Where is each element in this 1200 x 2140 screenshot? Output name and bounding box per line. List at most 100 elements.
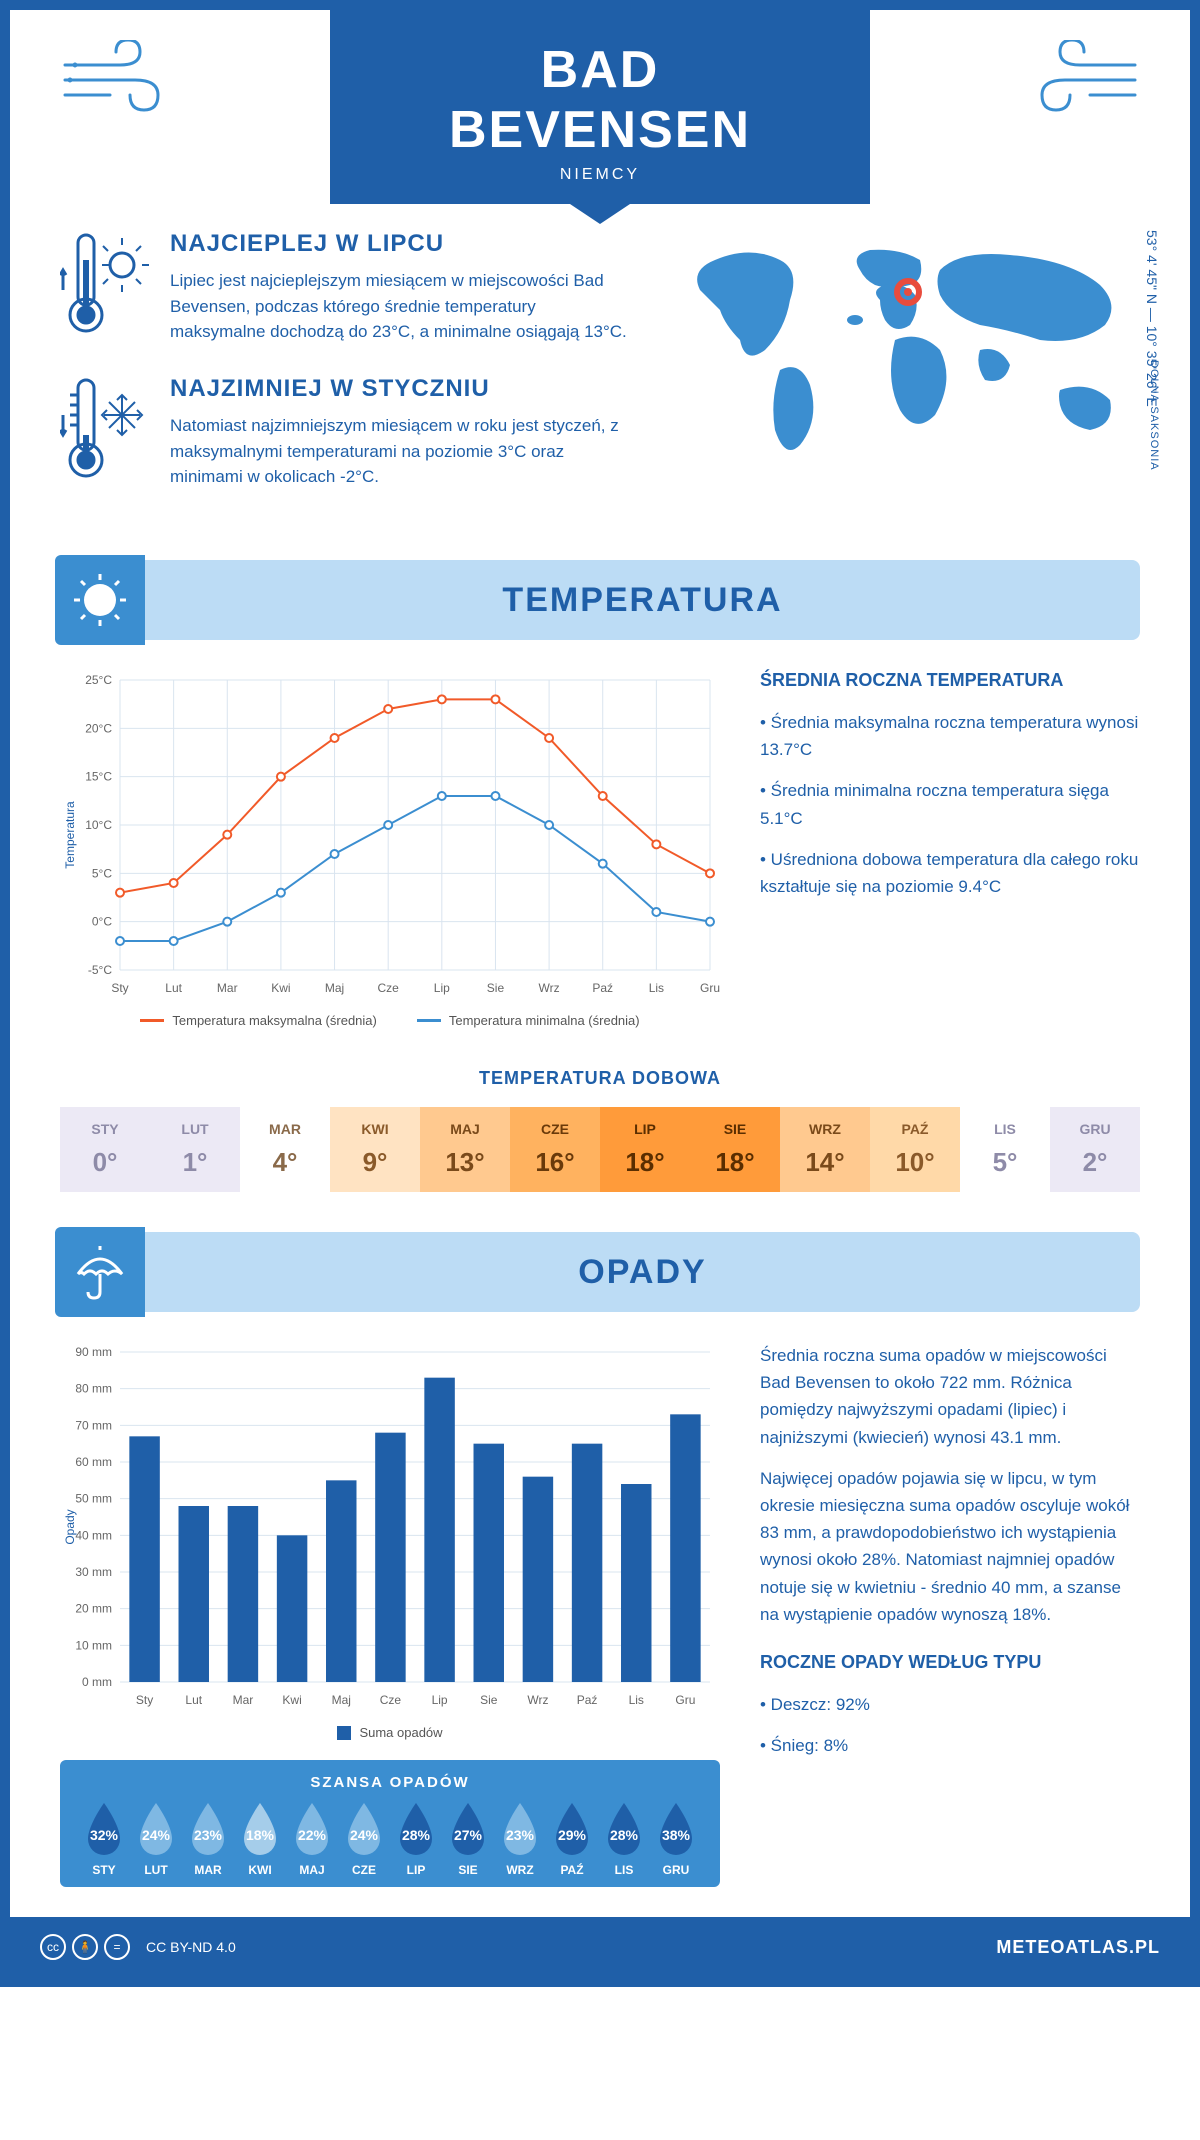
temp-legend: Temperatura maksymalna (średnia) Tempera… [60,1013,720,1028]
svg-text:Temperatura: Temperatura [63,801,77,869]
country-name: NIEMCY [410,166,790,184]
legend-min: Temperatura minimalna (średnia) [417,1013,640,1028]
svg-text:5°C: 5°C [92,866,112,880]
daily-cell: SIE18° [690,1107,780,1192]
temperature-side: ŚREDNIA ROCZNA TEMPERATURA • Średnia mak… [760,670,1140,1028]
rain-drop: 24%CZE [338,1801,390,1877]
svg-text:Gru: Gru [700,981,720,995]
svg-text:Kwi: Kwi [282,1693,301,1707]
region-label: DOLNA SAKSONIA [1148,360,1160,471]
svg-text:80 mm: 80 mm [75,1382,112,1396]
svg-text:Sie: Sie [487,981,505,995]
svg-text:Lip: Lip [434,981,450,995]
svg-text:0°C: 0°C [92,915,112,929]
svg-text:20 mm: 20 mm [75,1602,112,1616]
svg-text:Lip: Lip [432,1693,448,1707]
city-name: BAD BEVENSEN [410,40,790,160]
coldest-block: NAJZIMNIEJ W STYCZNIU Natomiast najzimni… [60,375,630,490]
rain-title: OPADY [145,1253,1140,1292]
rain-drop: 27%SIE [442,1801,494,1877]
rain-drop: 23%WRZ [494,1801,546,1877]
rain-type-line: • Śnieg: 8% [760,1732,1140,1759]
header: BAD BEVENSEN NIEMCY [60,10,1140,210]
umbrella-icon [55,1227,145,1317]
warmest-text-col: NAJCIEPLEJ W LIPCU Lipiec jest najcieple… [170,230,630,345]
rain-chance-card: SZANSA OPADÓW 32%STY24%LUT23%MAR18%KWI22… [60,1760,720,1887]
svg-text:Lut: Lut [165,981,182,995]
rain-drop: 24%LUT [130,1801,182,1877]
thermometer-cold-icon [60,375,150,490]
daily-cell: MAR4° [240,1107,330,1192]
svg-text:Sty: Sty [111,981,128,995]
legend-max-label: Temperatura maksymalna (średnia) [172,1013,376,1028]
nd-icon: = [104,1934,130,1960]
wind-swirl-icon [1030,40,1140,136]
rain-chart-row: 0 mm10 mm20 mm30 mm40 mm50 mm60 mm70 mm8… [60,1342,1140,1887]
svg-text:Opady: Opady [63,1509,77,1544]
svg-text:50 mm: 50 mm [75,1492,112,1506]
temp-side-title: ŚREDNIA ROCZNA TEMPERATURA [760,670,1140,691]
svg-text:Cze: Cze [380,1693,402,1707]
svg-text:Sty: Sty [136,1693,153,1707]
temperature-title: TEMPERATURA [145,581,1140,620]
temperature-chart-row: -5°C0°C5°C10°C15°C20°C25°CStyLutMarKwiMa… [60,670,1140,1028]
temp-side-line: • Uśredniona dobowa temperatura dla całe… [760,846,1140,900]
daily-cell: WRZ14° [780,1107,870,1192]
temp-side-line: • Średnia maksymalna roczna temperatura … [760,709,1140,763]
daily-cell: LIP18° [600,1107,690,1192]
warmest-text: Lipiec jest najcieplejszym miesiącem w m… [170,268,630,345]
thermometer-hot-icon [60,230,150,345]
map-column: 53° 4' 45" N — 10° 35' 26" E DOLNA SAKSO… [670,230,1140,520]
rain-chance-title: SZANSA OPADÓW [78,1774,702,1791]
legend-min-label: Temperatura minimalna (średnia) [449,1013,640,1028]
svg-text:25°C: 25°C [85,673,112,687]
svg-text:Lut: Lut [185,1693,202,1707]
daily-cell: MAJ13° [420,1107,510,1192]
cc-icon: cc [40,1934,66,1960]
svg-text:30 mm: 30 mm [75,1565,112,1579]
coldest-text-col: NAJZIMNIEJ W STYCZNIU Natomiast najzimni… [170,375,630,490]
intro-row: NAJCIEPLEJ W LIPCU Lipiec jest najcieple… [60,230,1140,520]
svg-text:Sie: Sie [480,1693,498,1707]
intro-left: NAJCIEPLEJ W LIPCU Lipiec jest najcieple… [60,230,630,520]
daily-cell: LUT1° [150,1107,240,1192]
site-name: METEOATLAS.PL [996,1937,1160,1958]
rain-drop: 18%KWI [234,1801,286,1877]
page-frame: BAD BEVENSEN NIEMCY NAJCIEPLEJ W LIPCU L… [0,0,1200,1987]
temp-side-line: • Średnia minimalna roczna temperatura s… [760,777,1140,831]
rain-side-p1: Średnia roczna suma opadów w miejscowośc… [760,1342,1140,1451]
svg-text:10°C: 10°C [85,818,112,832]
daily-cell: LIS5° [960,1107,1050,1192]
rain-drop: 22%MAJ [286,1801,338,1877]
daily-temp-title: TEMPERATURA DOBOWA [60,1068,1140,1089]
by-icon: 🧍 [72,1934,98,1960]
rain-drop: 29%PAŹ [546,1801,598,1877]
rain-side-p2: Najwięcej opadów pojawia się w lipcu, w … [760,1465,1140,1628]
svg-text:Wrz: Wrz [527,1693,548,1707]
svg-text:10 mm: 10 mm [75,1638,112,1652]
svg-text:Kwi: Kwi [271,981,290,995]
rain-drop: 38%GRU [650,1801,702,1877]
svg-text:Cze: Cze [378,981,400,995]
rain-drop: 23%MAR [182,1801,234,1877]
rain-type-title: ROCZNE OPADY WEDŁUG TYPU [760,1652,1140,1673]
svg-text:Gru: Gru [675,1693,695,1707]
rain-legend: Suma opadów [60,1725,720,1740]
rain-section-header: OPADY [60,1232,1140,1312]
daily-cell: PAŹ10° [870,1107,960,1192]
sun-icon [55,555,145,645]
cc-license: cc 🧍 = CC BY-ND 4.0 [40,1934,236,1960]
temperature-line-chart: -5°C0°C5°C10°C15°C20°C25°CStyLutMarKwiMa… [60,670,720,1028]
footer: cc 🧍 = CC BY-ND 4.0 METEOATLAS.PL [10,1917,1190,1977]
svg-text:60 mm: 60 mm [75,1455,112,1469]
warmest-block: NAJCIEPLEJ W LIPCU Lipiec jest najcieple… [60,230,630,345]
temperature-section-header: TEMPERATURA [60,560,1140,640]
world-map-icon [670,230,1140,470]
rain-side: Średnia roczna suma opadów w miejscowośc… [760,1342,1140,1887]
svg-text:Paź: Paź [592,981,613,995]
rain-drop: 28%LIP [390,1801,442,1877]
svg-text:Mar: Mar [233,1693,254,1707]
svg-text:20°C: 20°C [85,721,112,735]
rain-bar-chart: 0 mm10 mm20 mm30 mm40 mm50 mm60 mm70 mm8… [60,1342,720,1887]
svg-text:40 mm: 40 mm [75,1528,112,1542]
